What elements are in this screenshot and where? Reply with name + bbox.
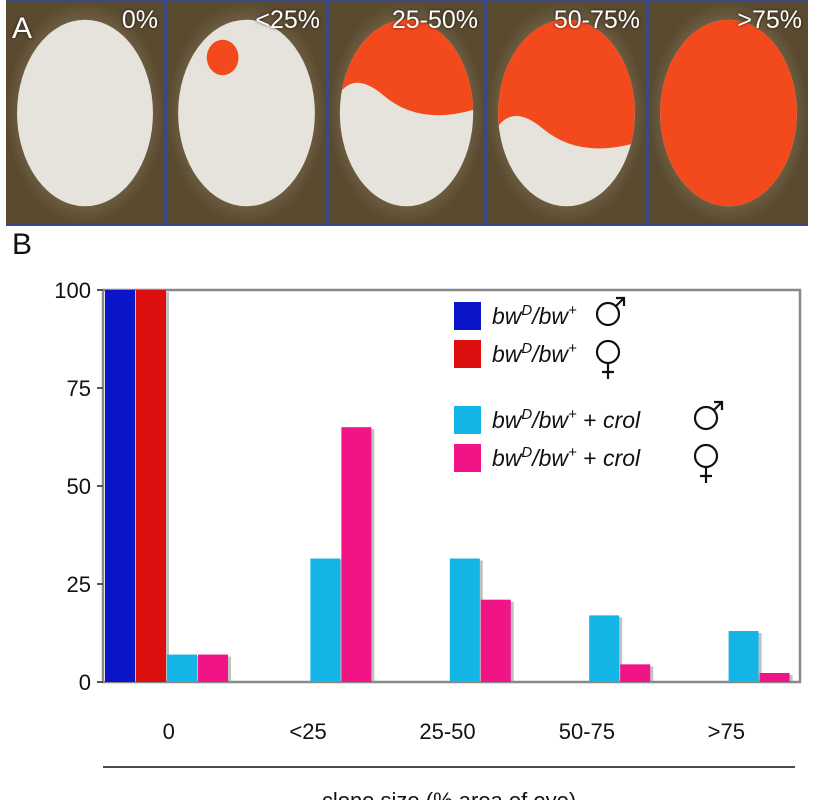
legend-label: bwD/bw+ + crol [492, 406, 641, 433]
female-symbol-icon [693, 443, 719, 483]
photo-label: 25-50% [391, 6, 478, 34]
eye-photo: 0% [6, 2, 164, 224]
bar [310, 558, 341, 682]
male-symbol-icon [595, 296, 626, 327]
red-pigment-clone [206, 39, 239, 76]
bar [589, 615, 620, 682]
eye-white-area [178, 19, 315, 207]
eye-white-area [17, 19, 153, 207]
bar [759, 672, 790, 682]
y-tick-label: 100 [54, 278, 91, 303]
legend-swatch [454, 406, 481, 434]
bar [198, 654, 228, 682]
legend-swatch [454, 340, 481, 368]
legend-swatch [454, 444, 481, 472]
eye-photo: 25-50% [329, 2, 484, 224]
eye-photo: <25% [167, 2, 326, 224]
panel-b-letter: B [12, 228, 33, 261]
y-tick-label: 75 [67, 376, 91, 401]
photo-label: <25% [255, 6, 320, 34]
bar [480, 599, 511, 682]
bar [620, 664, 651, 682]
x-tick-label: 25-50 [419, 719, 475, 744]
legend-label: bwD/bw+ [492, 302, 577, 329]
bar [105, 290, 135, 682]
legend-label: bwD/bw+ + crol [492, 444, 641, 471]
y-tick-label: 25 [67, 572, 91, 597]
panel-a-letter: A [12, 12, 33, 45]
x-axis-label: clone size (% area of eye) [322, 788, 576, 800]
x-tick-label: 0 [163, 719, 175, 744]
eye-photo: 50-75% [487, 2, 646, 224]
photo-label: 50-75% [553, 6, 640, 34]
eye-photo: >75% [649, 2, 808, 224]
y-tick-label: 50 [67, 474, 91, 499]
bar [341, 427, 372, 682]
x-tick-label: >75 [708, 719, 745, 744]
clone-size-bar-chart: 0 25 50 75 100 0 <25 25-50 50-75 >75 clone size (%… [54, 278, 802, 800]
legend-label: bwD/bw+ [492, 340, 577, 367]
x-tick-label: <25 [289, 719, 326, 744]
red-pigment-clone [660, 19, 797, 207]
bar [449, 558, 480, 682]
y-tick-label: 0 [79, 670, 91, 695]
bar [728, 631, 759, 682]
red-pigment-clone [498, 19, 635, 151]
female-symbol-icon [595, 339, 621, 379]
legend-swatch [454, 302, 481, 330]
x-tick-label: 50-75 [559, 719, 615, 744]
bar [136, 290, 166, 682]
eye-photo-strip: 0% <25% 25-50% 50-75% >75% [6, 0, 808, 226]
male-symbol-icon [693, 400, 724, 431]
photo-label: 0% [121, 6, 158, 34]
photo-label: >75% [737, 6, 802, 34]
bar [167, 654, 197, 682]
